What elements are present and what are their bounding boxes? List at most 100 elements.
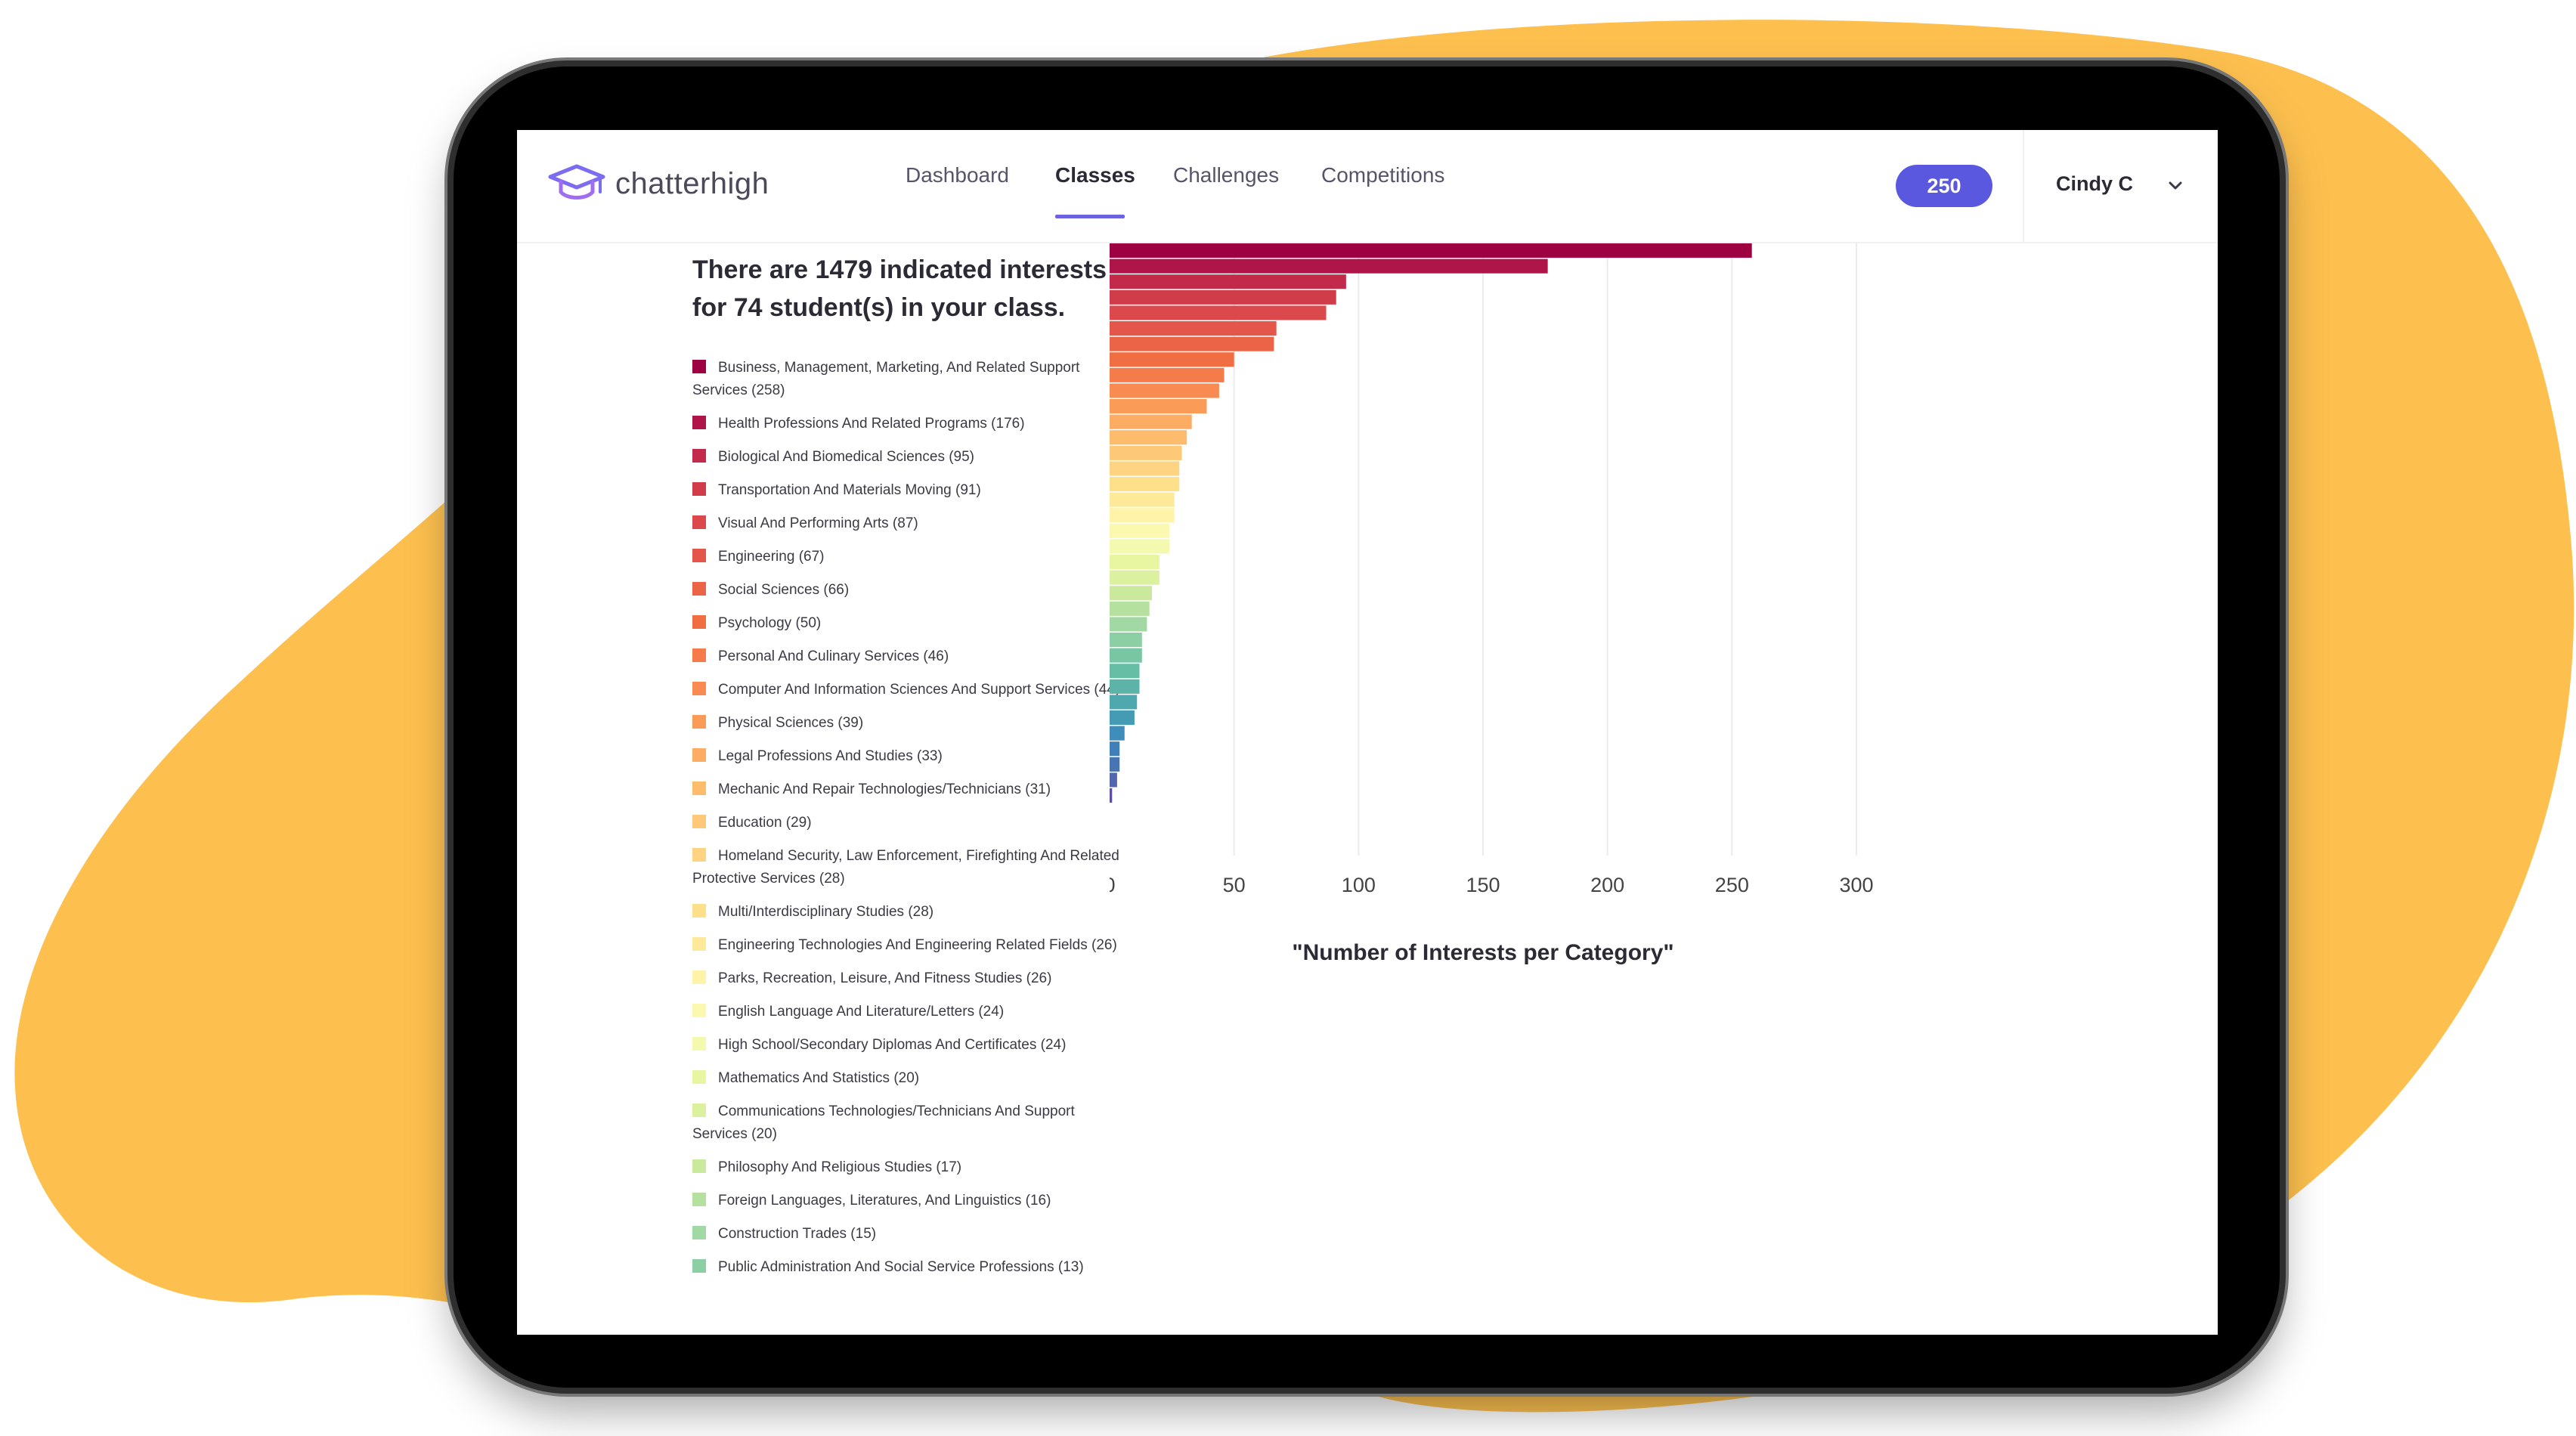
legend-swatch [692,449,706,463]
chart-bar[interactable] [1110,648,1142,663]
chart-bar[interactable] [1110,289,1336,305]
chart-bar[interactable] [1110,430,1187,445]
legend-swatch [692,1259,706,1273]
x-tick-label: 250 [1715,874,1749,896]
interest-summary: There are 1479 indicated interests for 7… [692,251,1146,327]
nav-dashboard[interactable]: Dashboard [906,163,1009,187]
chevron-down-icon[interactable] [2165,175,2186,200]
legend-item: Education (29) [692,812,1131,834]
legend-swatch [692,715,706,729]
chart-bar[interactable] [1110,523,1170,538]
header-bottom-border [517,242,2218,243]
legend-label: Homeland Security, Law Enforcement, Fire… [692,848,1119,887]
legend-swatch [692,1159,706,1173]
chart-bar[interactable] [1110,399,1207,414]
legend-label: Philosophy And Religious Studies (17) [718,1159,962,1175]
legend-label: Mathematics And Statistics (20) [718,1070,920,1086]
chart-bar[interactable] [1110,258,1548,274]
chart-bar[interactable] [1110,274,1346,289]
legend-item: Computer And Information Sciences And Su… [692,679,1131,701]
legend-swatch [692,648,706,662]
legend-swatch [692,1193,706,1206]
header-divider [2023,130,2024,243]
legend-item: Parks, Recreation, Leisure, And Fitness … [692,967,1131,990]
chart-bar[interactable] [1110,586,1152,601]
x-tick-label: 50 [1223,874,1246,896]
legend-swatch [692,515,706,529]
active-tab-indicator [1055,215,1125,218]
legend-item: Physical Sciences (39) [692,712,1131,735]
legend-item: Construction Trades (15) [692,1223,1131,1246]
chart-bar[interactable] [1110,445,1182,460]
chart-bar[interactable] [1110,336,1274,351]
chart-bar[interactable] [1110,772,1117,788]
chart-bar[interactable] [1110,461,1180,476]
legend-swatch [692,904,706,918]
legend-swatch [692,682,706,695]
legend-swatch [692,416,706,429]
chart-bar[interactable] [1110,788,1113,803]
legend-swatch [692,1226,706,1239]
chart-bar[interactable] [1110,352,1234,367]
interests-bar-chart: 0 50 100 150 200 250 300 "Number of Interests p… [1110,243,1874,965]
chart-bar[interactable] [1110,414,1192,429]
legend-swatch [692,360,706,373]
chart-bar[interactable] [1110,664,1140,679]
legend-swatch [692,1070,706,1084]
chart-bar[interactable] [1110,477,1180,492]
legend-label: Foreign Languages, Literatures, And Ling… [718,1193,1051,1209]
chart-bar[interactable] [1110,695,1138,710]
chart-bar[interactable] [1110,617,1147,632]
chart-bar[interactable] [1110,757,1120,772]
chart-bar[interactable] [1110,633,1142,648]
legend-item: Biological And Biomedical Sciences (95) [692,446,1131,469]
chart-bar[interactable] [1110,243,1752,258]
chart-bar[interactable] [1110,508,1175,523]
legend-swatch [692,937,706,951]
points-badge[interactable]: 250 [1896,165,1992,207]
legend-swatch [692,970,706,984]
chart-bar[interactable] [1110,570,1160,585]
top-navigation-bar: chatterhigh Dashboard Classes Challenges… [517,130,2218,243]
user-name[interactable]: Cindy C [2056,172,2134,195]
legend-label: Public Administration And Social Service… [718,1259,1084,1275]
chart-bar[interactable] [1110,305,1327,320]
logo-text: chatterhigh [615,167,769,200]
legend-item: Homeland Security, Law Enforcement, Fire… [692,845,1131,890]
legend-swatch [692,1004,706,1017]
legend-item: Legal Professions And Studies (33) [692,745,1131,768]
legend-swatch [692,615,706,629]
legend-item: Public Administration And Social Service… [692,1256,1131,1279]
summary-line-1: There are 1479 indicated interests [692,255,1107,284]
legend-label: Computer And Information Sciences And Su… [718,682,1120,698]
chart-bar[interactable] [1110,539,1170,554]
legend-swatch [692,848,706,862]
x-tick-label: 100 [1342,874,1376,896]
nav-classes[interactable]: Classes [1055,163,1135,187]
logo[interactable]: chatterhigh [547,160,769,208]
chart-bar[interactable] [1110,710,1135,726]
chart-bar[interactable] [1110,383,1219,398]
nav-competitions[interactable]: Competitions [1321,163,1445,187]
chart-bar[interactable] [1110,492,1175,507]
chart-bar[interactable] [1110,679,1140,694]
chart-bar[interactable] [1110,601,1150,616]
legend-item: Mathematics And Statistics (20) [692,1067,1131,1090]
legend-item: Business, Management, Marketing, And Rel… [692,357,1131,402]
chart-bar[interactable] [1110,321,1277,336]
chart-bar[interactable] [1110,741,1120,757]
legend-swatch [692,482,706,496]
legend-label: Health Professions And Related Programs … [718,416,1025,432]
legend-label: Physical Sciences (39) [718,715,864,731]
chart-bar[interactable] [1110,726,1125,741]
legend-item: Health Professions And Related Programs … [692,413,1131,435]
nav-challenges[interactable]: Challenges [1173,163,1280,187]
legend-label: Multi/Interdisciplinary Studies (28) [718,904,934,920]
legend-label: English Language And Literature/Letters … [718,1004,1005,1020]
chart-bar[interactable] [1110,555,1160,570]
legend-item: Social Sciences (66) [692,579,1131,602]
x-tick-label: 300 [1839,874,1873,896]
legend-label: Transportation And Materials Moving (91) [718,482,981,498]
chart-bar[interactable] [1110,367,1225,382]
legend-label: Psychology (50) [718,615,822,631]
